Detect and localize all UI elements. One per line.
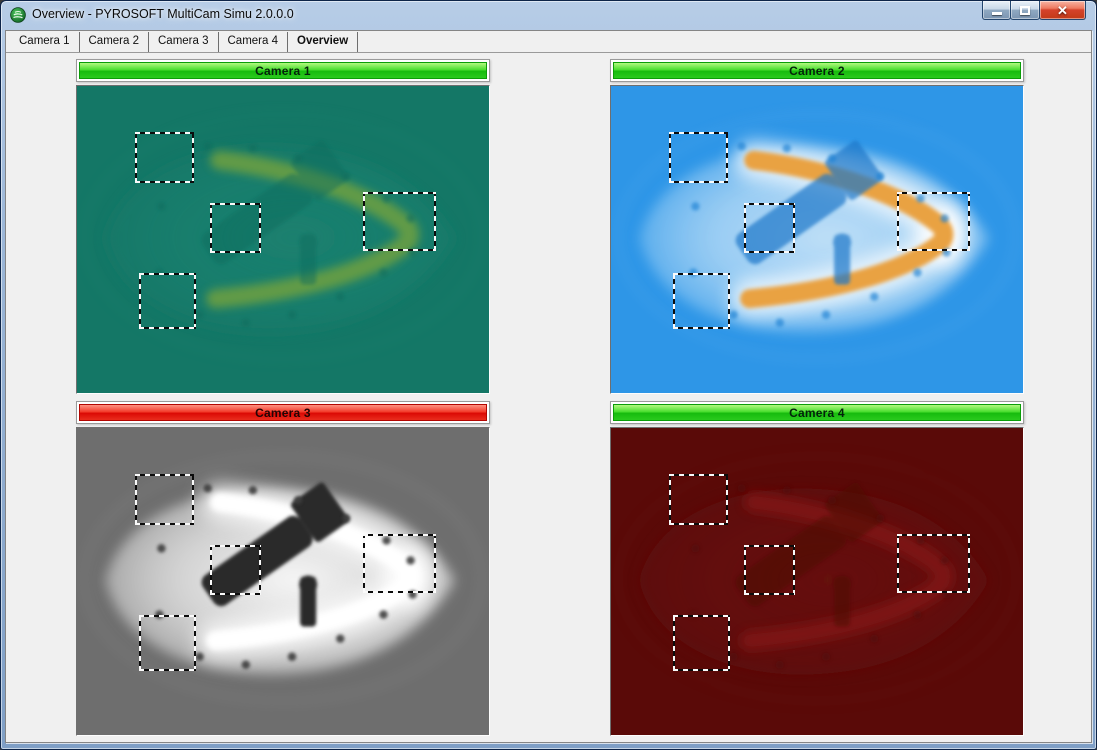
camera-title-4: Camera 4 <box>789 405 845 420</box>
maximize-icon <box>1020 5 1030 15</box>
camera-title-2: Camera 2 <box>789 63 845 78</box>
roi-box-3[interactable] <box>897 534 970 593</box>
iron-outer-halo <box>615 111 1019 362</box>
camera-status-bar-1: Camera 1 <box>79 62 487 79</box>
camera-panel-1: Camera 1 <box>76 59 490 394</box>
camera-title-3: Camera 3 <box>255 405 311 420</box>
title-bar[interactable]: Overview - PYROSOFT MultiCam Simu 2.0.0.… <box>1 1 1096 29</box>
window-title: Overview - PYROSOFT MultiCam Simu 2.0.0.… <box>32 7 294 21</box>
maximize-button[interactable] <box>1010 1 1040 20</box>
tab-strip: Camera 1 Camera 2 Camera 3 Camera 4 Overview <box>6 31 1091 53</box>
camera-view-1[interactable] <box>76 85 490 394</box>
roi-box-4[interactable] <box>673 272 731 329</box>
roi-box-1[interactable] <box>669 474 729 526</box>
roi-box-3[interactable] <box>897 192 970 251</box>
close-icon: ✕ <box>1057 2 1068 18</box>
camera-view-3[interactable] <box>76 427 490 736</box>
minimize-button[interactable] <box>982 1 1011 20</box>
camera-panel-3: Camera 3 <box>76 401 490 736</box>
camera-status-bar-2: Camera 2 <box>613 62 1021 79</box>
iron-outer-halo <box>81 453 485 704</box>
roi-box-1[interactable] <box>135 132 195 184</box>
window-controls: ✕ <box>982 1 1086 20</box>
camera-view-2[interactable] <box>610 85 1024 394</box>
minimize-icon <box>991 12 1002 15</box>
camera-panel-4: Camera 4 <box>610 401 1024 736</box>
roi-box-3[interactable] <box>363 534 436 593</box>
tab-camera-3[interactable]: Camera 3 <box>149 32 219 52</box>
roi-box-2[interactable] <box>743 545 795 596</box>
roi-box-1[interactable] <box>669 132 729 184</box>
camera-header-1: Camera 1 <box>76 59 490 82</box>
roi-box-4[interactable] <box>139 614 197 671</box>
camera-title-1: Camera 1 <box>255 63 311 78</box>
iron-outer-halo <box>615 453 1019 704</box>
roi-box-1[interactable] <box>135 474 195 526</box>
roi-box-2[interactable] <box>209 545 261 596</box>
roi-box-4[interactable] <box>673 614 731 671</box>
roi-box-2[interactable] <box>209 203 261 254</box>
close-button[interactable]: ✕ <box>1039 1 1086 20</box>
camera-header-2: Camera 2 <box>610 59 1024 82</box>
overview-client: Camera 1 Camera 2 Camera 3 Camera 4 <box>6 54 1091 742</box>
app-icon <box>10 7 26 23</box>
camera-status-bar-3: Camera 3 <box>79 404 487 421</box>
tab-overview[interactable]: Overview <box>288 32 359 52</box>
roi-box-4[interactable] <box>139 272 197 329</box>
tab-camera-2[interactable]: Camera 2 <box>80 32 149 52</box>
roi-box-2[interactable] <box>743 203 795 254</box>
tab-camera-4[interactable]: Camera 4 <box>219 32 288 52</box>
camera-status-bar-4: Camera 4 <box>613 404 1021 421</box>
window-body: Camera 1 Camera 2 Camera 3 Camera 4 Overview… <box>5 30 1092 743</box>
camera-header-4: Camera 4 <box>610 401 1024 424</box>
camera-panel-2: Camera 2 <box>610 59 1024 394</box>
tab-camera-1[interactable]: Camera 1 <box>10 32 80 52</box>
camera-view-4[interactable] <box>610 427 1024 736</box>
iron-outer-halo <box>81 111 485 362</box>
roi-box-3[interactable] <box>363 192 436 251</box>
camera-header-3: Camera 3 <box>76 401 490 424</box>
